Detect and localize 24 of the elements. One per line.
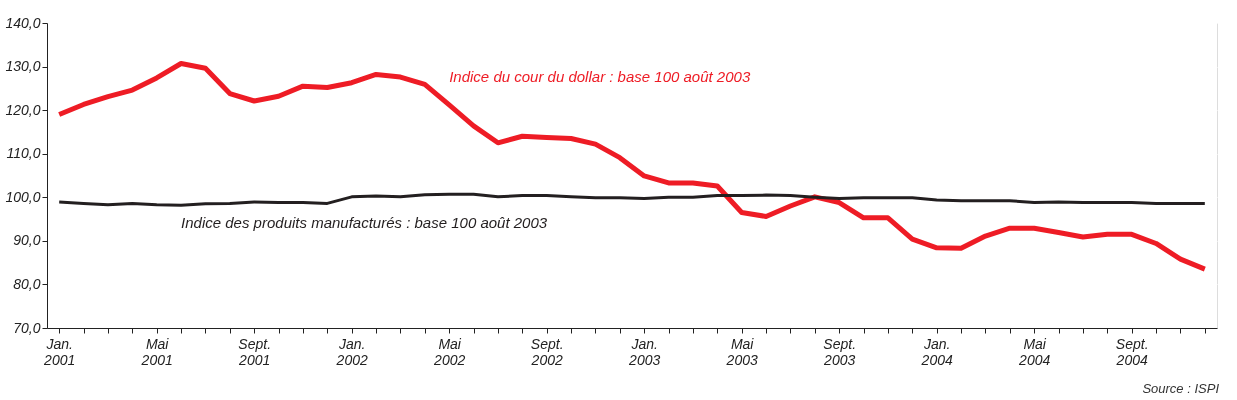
y-tick-label: 90,0 bbox=[13, 232, 41, 249]
y-tick-label: 100,0 bbox=[5, 188, 41, 205]
x-tick-label: Jan. 2002 bbox=[335, 335, 368, 368]
x-tick-label: Sept. 2003 bbox=[823, 335, 857, 368]
x-tick-label: Jan. 2003 bbox=[628, 335, 661, 368]
x-tick-label: Jan. 2001 bbox=[43, 335, 76, 368]
line-series bbox=[57, 192, 1207, 207]
x-tick-label: Mai 2001 bbox=[140, 335, 173, 368]
y-tick-label: 80,0 bbox=[13, 275, 41, 292]
x-tick-label: Sept. 2001 bbox=[238, 335, 272, 368]
x-tick-label: Sept. 2004 bbox=[1115, 335, 1149, 368]
x-tick-label: Sept. 2002 bbox=[530, 335, 564, 368]
y-tick-label: 140,0 bbox=[5, 14, 41, 31]
y-tick-label: 70,0 bbox=[13, 319, 41, 336]
source-note: Source : ISPI bbox=[1142, 381, 1220, 396]
y-tick-label: 110,0 bbox=[6, 145, 41, 162]
y-tick-label: 120,0 bbox=[5, 101, 41, 118]
series-label: Indice du cour du dollar : base 100 août 2003 bbox=[449, 68, 751, 86]
x-tick-label: Mai 2003 bbox=[725, 335, 758, 368]
x-tick-label: Jan. 2004 bbox=[920, 335, 953, 368]
x-tick-label: Mai 2002 bbox=[433, 335, 466, 368]
series-label: Indice des produits manufacturés : base 100 août 2003 bbox=[181, 214, 548, 232]
x-tick-label: Mai 2004 bbox=[1018, 335, 1051, 368]
y-tick-label: 130,0 bbox=[5, 58, 41, 75]
